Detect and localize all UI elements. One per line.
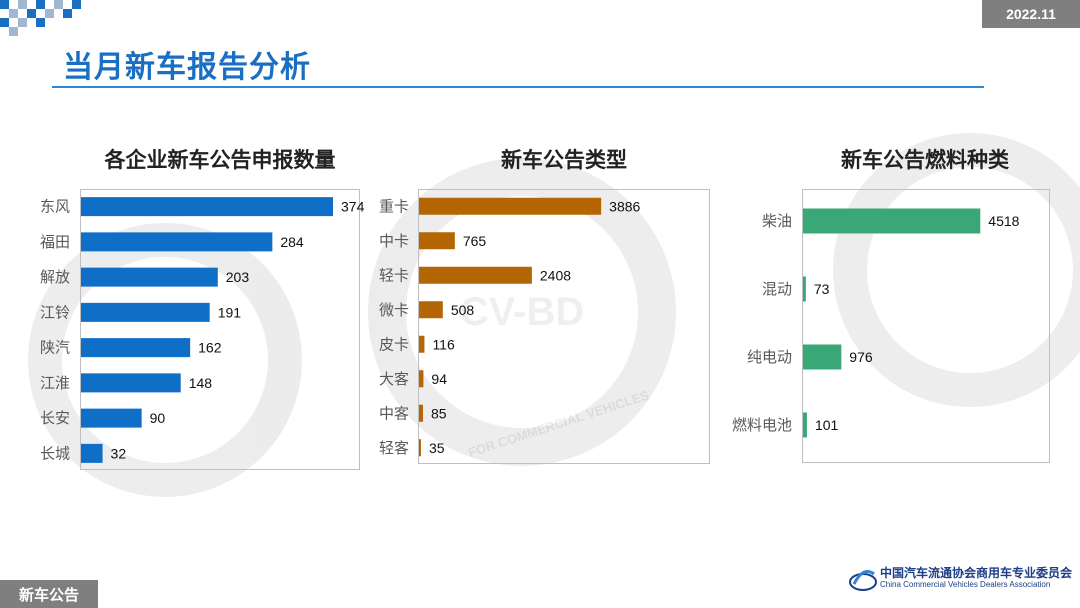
bar	[81, 443, 103, 463]
category-label: 重卡	[379, 197, 409, 215]
chart-title-enterprise: 各企业新车公告申报数量	[104, 148, 336, 172]
bar	[419, 301, 443, 319]
category-label: 燃料电池	[732, 416, 792, 434]
category-label: 混动	[762, 280, 792, 298]
bar	[81, 197, 333, 217]
bar	[419, 404, 423, 422]
category-label: 大客	[379, 370, 409, 388]
bar	[81, 267, 218, 287]
category-label: 中客	[379, 404, 409, 422]
data-label: 148	[189, 375, 213, 391]
category-label: 解放	[40, 268, 70, 286]
chart-frame-enterprise	[80, 189, 360, 470]
category-label: 轻卡	[379, 266, 409, 284]
data-label: 32	[111, 445, 127, 461]
data-label: 90	[150, 410, 166, 426]
date-badge: 2022.11	[982, 0, 1080, 28]
footer-section-tag: 新车公告	[0, 580, 98, 608]
category-label: 皮卡	[379, 335, 409, 353]
bar	[81, 338, 191, 358]
association-name-en: China Commercial Vehicles Dealers Associ…	[880, 580, 1051, 589]
category-label: 微卡	[379, 301, 409, 319]
category-label: 东风	[40, 198, 70, 216]
bar	[803, 344, 842, 370]
category-label: 陕汽	[40, 339, 70, 357]
data-label: 73	[814, 281, 830, 297]
bar	[803, 276, 806, 302]
data-label: 94	[431, 371, 447, 387]
bar	[81, 373, 181, 393]
chart-title-type: 新车公告类型	[501, 148, 627, 172]
data-label: 35	[429, 440, 445, 456]
chart-frame-type	[418, 189, 710, 464]
data-label: 765	[463, 233, 487, 249]
category-label: 长城	[40, 444, 70, 462]
data-label: 284	[280, 234, 304, 250]
data-label: 2408	[540, 267, 571, 283]
category-label: 江淮	[40, 374, 70, 392]
category-label: 福田	[40, 233, 70, 251]
data-label: 508	[451, 302, 475, 318]
page-title: 当月新车报告分析	[63, 50, 311, 85]
bar	[803, 208, 981, 234]
bar	[803, 412, 807, 438]
association-name-cn: 中国汽车流通协会商用车专业委员会	[880, 566, 1073, 580]
corner-checker-decoration	[0, 0, 90, 40]
data-label: 85	[431, 405, 447, 421]
data-label: 191	[218, 304, 242, 320]
chart-frame-fuel	[802, 189, 1050, 463]
category-label: 轻客	[379, 439, 409, 457]
data-label: 101	[815, 417, 839, 433]
bar	[419, 266, 532, 284]
bar	[81, 302, 210, 322]
bar	[81, 232, 273, 252]
category-label: 长安	[40, 409, 70, 427]
data-label: 4518	[988, 213, 1019, 229]
bar	[419, 197, 602, 215]
bar	[81, 408, 142, 428]
data-label: 374	[341, 199, 365, 215]
data-label: 162	[198, 340, 222, 356]
association-emblem-icon	[849, 570, 877, 591]
association-logo: 中国汽车流通协会商用车专业委员会 China Commercial Vehicl…	[848, 564, 1072, 594]
bar	[419, 335, 425, 353]
bar	[419, 439, 421, 457]
data-label: 203	[226, 269, 250, 285]
data-label: 976	[849, 349, 873, 365]
category-label: 江铃	[40, 303, 70, 321]
category-label: 中卡	[379, 232, 409, 250]
category-label: 纯电动	[747, 348, 792, 366]
data-label: 3886	[609, 198, 640, 214]
title-divider	[52, 86, 984, 88]
bar	[419, 370, 424, 388]
data-label: 116	[432, 336, 455, 352]
chart-title-fuel: 新车公告燃料种类	[841, 148, 1009, 172]
bar	[419, 232, 455, 250]
category-label: 柴油	[762, 212, 792, 230]
